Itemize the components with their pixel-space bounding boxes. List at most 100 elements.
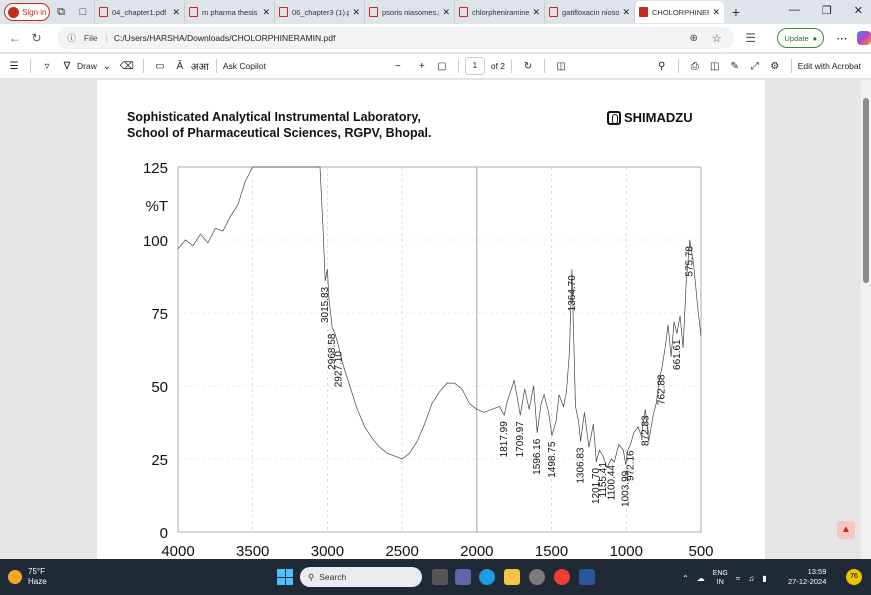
ask-copilot-button[interactable]: Ask Copilot (222, 61, 266, 71)
zoom-icon[interactable]: ⊕ (689, 32, 698, 44)
tab-4[interactable]: chlorpheniramine r ✕ (454, 1, 544, 23)
more-options-icon[interactable]: ⋯ (836, 32, 848, 45)
tab-1[interactable]: m pharma thesis ni ✕ (184, 1, 274, 23)
restore-icon[interactable]: ❐ (821, 5, 832, 17)
settings-icon[interactable]: ⚙ (770, 60, 780, 72)
chevron-down-icon[interactable]: ⌄ (102, 60, 112, 72)
tab-3[interactable]: psoris niasomes.pc✕ (364, 1, 454, 23)
address-bar[interactable]: ⓘ File | C:/Users/HARSHA/Downloads/CHOLO… (57, 27, 734, 49)
plot-frame (177, 166, 702, 533)
eraser-icon[interactable]: ⌫ (119, 60, 134, 72)
copilot-icon[interactable] (857, 31, 871, 45)
pdf-file-icon (99, 7, 108, 17)
clock-time: 13:59 (807, 567, 827, 576)
battery-icon[interactable]: ▮ (762, 573, 767, 583)
y-tick-label: 125 (143, 160, 168, 177)
pdf-viewer[interactable]: ▲ (0, 80, 871, 559)
settings-app-icon[interactable] (529, 569, 545, 585)
read-aloud-icon[interactable]: Ă (176, 60, 184, 72)
profile-icon (8, 6, 19, 18)
new-tab-button[interactable]: + (731, 4, 741, 20)
search-icon[interactable]: ⚲ (658, 60, 666, 72)
edit-with-acrobat-button[interactable]: Edit with Acrobat (797, 61, 861, 71)
wifi-icon[interactable]: ≈ (735, 573, 741, 583)
weather-temp: 75°F (28, 567, 45, 576)
page-total: of 2 (490, 61, 506, 71)
close-window-icon[interactable]: ✕ (853, 5, 863, 17)
weather-desc: Haze (28, 577, 47, 586)
refresh-icon[interactable]: ↻ (31, 31, 42, 45)
start-button[interactable] (277, 569, 293, 585)
spectrum-line (177, 166, 702, 469)
volume-icon[interactable]: ♫ (748, 573, 755, 583)
word-icon[interactable] (579, 569, 595, 585)
favorites-icon[interactable]: ☰ (745, 31, 757, 45)
toolbar-divider (142, 59, 144, 73)
draw-icon[interactable]: ∇ (63, 60, 71, 72)
fit-page-icon[interactable]: ▢ (437, 60, 447, 72)
tab-actions-icon[interactable]: □ (79, 6, 87, 18)
page-number-input[interactable]: 1 (464, 57, 485, 75)
text-box-icon[interactable]: ▭ (155, 60, 165, 72)
sign-in-button[interactable]: Sign in (4, 3, 50, 21)
minimize-icon[interactable]: — (788, 4, 800, 16)
vertical-scrollbar[interactable] (861, 80, 871, 559)
onedrive-icon[interactable]: ☁ (696, 573, 705, 583)
document-title: Sophisticated Analytical Instrumental La… (127, 109, 432, 141)
peak-label: 1155.41 (598, 462, 609, 498)
chevron-up-icon[interactable]: ⌃ (682, 573, 689, 583)
close-tab-icon[interactable]: ✕ (532, 6, 540, 17)
back-icon[interactable]: ← (8, 31, 21, 45)
weather-widget[interactable]: 75°F Haze (8, 567, 47, 587)
x-tick-label: 500 (688, 543, 713, 559)
print-icon[interactable]: ⎙ (690, 60, 699, 72)
file-explorer-icon[interactable] (504, 569, 520, 585)
teams-icon[interactable] (455, 569, 471, 585)
close-tab-icon[interactable]: ✕ (622, 6, 630, 17)
close-tab-icon[interactable]: ✕ (442, 6, 450, 17)
y-tick-label: 25 (151, 452, 168, 469)
favorite-star-icon[interactable]: ☆ (711, 32, 722, 45)
acrobat-icon[interactable]: ▲ (837, 521, 855, 539)
pdf-file-icon (549, 7, 558, 17)
task-view-icon[interactable] (432, 569, 448, 585)
save-icon[interactable]: ◫ (709, 60, 720, 72)
pdf-file-icon (459, 7, 468, 17)
edge-icon[interactable] (479, 569, 495, 585)
tab-0[interactable]: 04_chapter1.pdf ✕ (94, 1, 184, 23)
update-status-icon: ● (812, 33, 818, 43)
peak-label: 762.88 (657, 374, 668, 405)
language-indicator[interactable]: ENG IN (713, 569, 728, 587)
save-as-icon[interactable]: ✎ (730, 60, 739, 72)
page-view-icon[interactable]: ◫ (556, 60, 566, 72)
tab-2[interactable]: 06_chapter3 (1).pdf✕ (274, 1, 364, 23)
close-tab-icon[interactable]: ✕ (262, 6, 270, 17)
shimadzu-mark-icon (607, 110, 621, 125)
zoom-in-button[interactable]: + (418, 60, 425, 72)
taskbar-search[interactable]: ⚲ Search (300, 567, 422, 587)
close-tab-icon[interactable]: ✕ (172, 6, 180, 17)
update-button[interactable]: Update ● (777, 28, 825, 48)
workspaces-icon[interactable]: ⧉ (57, 5, 65, 18)
notification-badge[interactable]: 76 (846, 569, 862, 585)
zoom-out-button[interactable]: − (394, 60, 401, 72)
rotate-icon[interactable]: ↻ (523, 60, 533, 72)
peak-label: 872.83 (640, 415, 651, 446)
close-tab-icon[interactable]: ✕ (352, 6, 360, 17)
contents-icon[interactable]: ☰ (9, 60, 19, 72)
peak-label: 3015.83 (320, 286, 331, 323)
tab-5[interactable]: gatifloxacin niosom ✕ (544, 1, 634, 23)
peak-label: 1003.99 (621, 470, 632, 507)
draw-label[interactable]: Draw (77, 61, 97, 71)
address-separator: | (105, 33, 108, 43)
translate-icon[interactable]: अआ (190, 62, 209, 73)
scrollbar-thumb[interactable] (863, 98, 869, 283)
highlight-icon[interactable]: ▿ (44, 60, 50, 72)
info-icon[interactable]: ⓘ (67, 33, 76, 43)
fullscreen-icon[interactable]: ⤢ (750, 60, 759, 72)
tab-6[interactable]: CHOLORPHINERAI✕ (634, 1, 724, 23)
close-tab-icon[interactable]: ✕ (712, 6, 720, 17)
address-row: ← ↻ ⓘ File | C:/Users/HARSHA/Downloads/C… (0, 24, 871, 52)
clock[interactable]: 13:59 27-12-2024 (788, 567, 826, 587)
chrome-icon[interactable] (554, 569, 570, 585)
